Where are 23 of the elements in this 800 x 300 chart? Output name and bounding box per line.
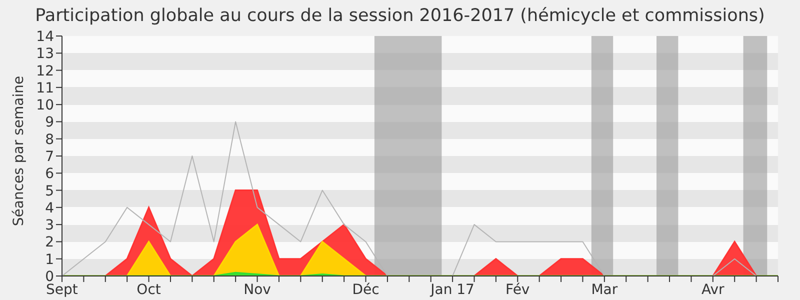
y-tick-label: 1 [45, 252, 54, 268]
x-tick-label: Mar [591, 282, 618, 298]
y-tick-label: 5 [45, 183, 54, 200]
y-tick-label: 8 [45, 132, 54, 148]
x-tick-label: Nov [244, 282, 271, 298]
y-tick-label: 10 [36, 98, 54, 114]
x-tick-label: Déc [352, 282, 380, 298]
y-tick-label: 11 [36, 80, 54, 96]
y-tick-label: 4 [45, 200, 54, 216]
y-tick-label: 13 [36, 46, 54, 62]
x-tick-label: Jan 17 [430, 282, 474, 298]
x-tick-label: Fév [506, 282, 530, 298]
y-tick-label: 7 [45, 148, 54, 165]
y-tick-label: 2 [45, 234, 54, 251]
y-tick-label: 12 [36, 63, 54, 80]
y-tick-label: 9 [45, 114, 54, 131]
chart-title: Participation globale au cours de la session 2016-2017 (hémicycle et commissions) [34, 6, 766, 26]
x-tick-label: Oct [136, 282, 162, 298]
y-tick-label: 14 [36, 28, 54, 45]
y-tick-label: 6 [45, 166, 54, 182]
y-tick-label: 3 [45, 218, 54, 234]
y-axis-title: Séances par semaine [11, 76, 27, 226]
x-tick-label: Avr [702, 282, 725, 298]
